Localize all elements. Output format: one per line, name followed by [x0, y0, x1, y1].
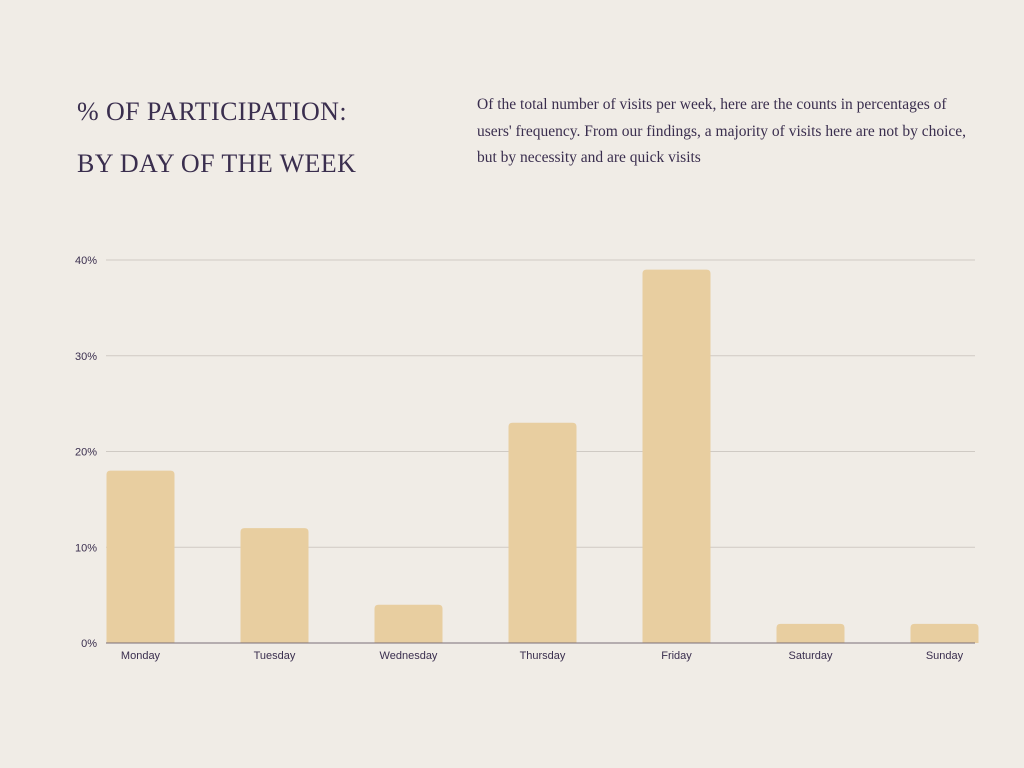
bars — [106, 269, 979, 643]
bar-tuesday — [240, 528, 309, 643]
bar-sunday — [910, 623, 979, 643]
x-axis-tick-labels: Monday Tuesday Wednesday Thursday Friday Satu… — [121, 650, 964, 662]
x-tick-label: Friday — [661, 650, 692, 662]
y-tick-label: 20% — [75, 447, 97, 459]
chart-description: Of the total number of visits per week, … — [477, 96, 967, 166]
bar-monday — [106, 470, 175, 643]
y-tick-label: 0% — [81, 638, 97, 650]
y-tick-label: 40% — [75, 255, 97, 267]
y-tick-label: 30% — [75, 351, 97, 363]
x-tick-label: Saturday — [788, 650, 833, 662]
y-tick-label: 10% — [75, 542, 97, 554]
bar-thursday — [508, 422, 577, 643]
chart-title: % OF PARTICIPATION: BY DAY OF THE WEEK — [77, 86, 437, 190]
bar-friday — [642, 269, 711, 643]
bar-wednesday — [374, 604, 443, 643]
y-axis-tick-labels: 0% 10% 20% 30% 40% — [75, 255, 97, 650]
x-tick-label: Monday — [121, 650, 161, 662]
bar-saturday — [776, 623, 845, 643]
chart-title-line-2: BY DAY OF THE WEEK — [77, 149, 357, 178]
x-tick-label: Thursday — [520, 650, 566, 662]
x-tick-label: Tuesday — [254, 650, 296, 662]
chart-title-line-1: % OF PARTICIPATION: — [77, 97, 347, 126]
x-tick-label: Wednesday — [380, 650, 438, 662]
x-tick-label: Sunday — [926, 650, 964, 662]
